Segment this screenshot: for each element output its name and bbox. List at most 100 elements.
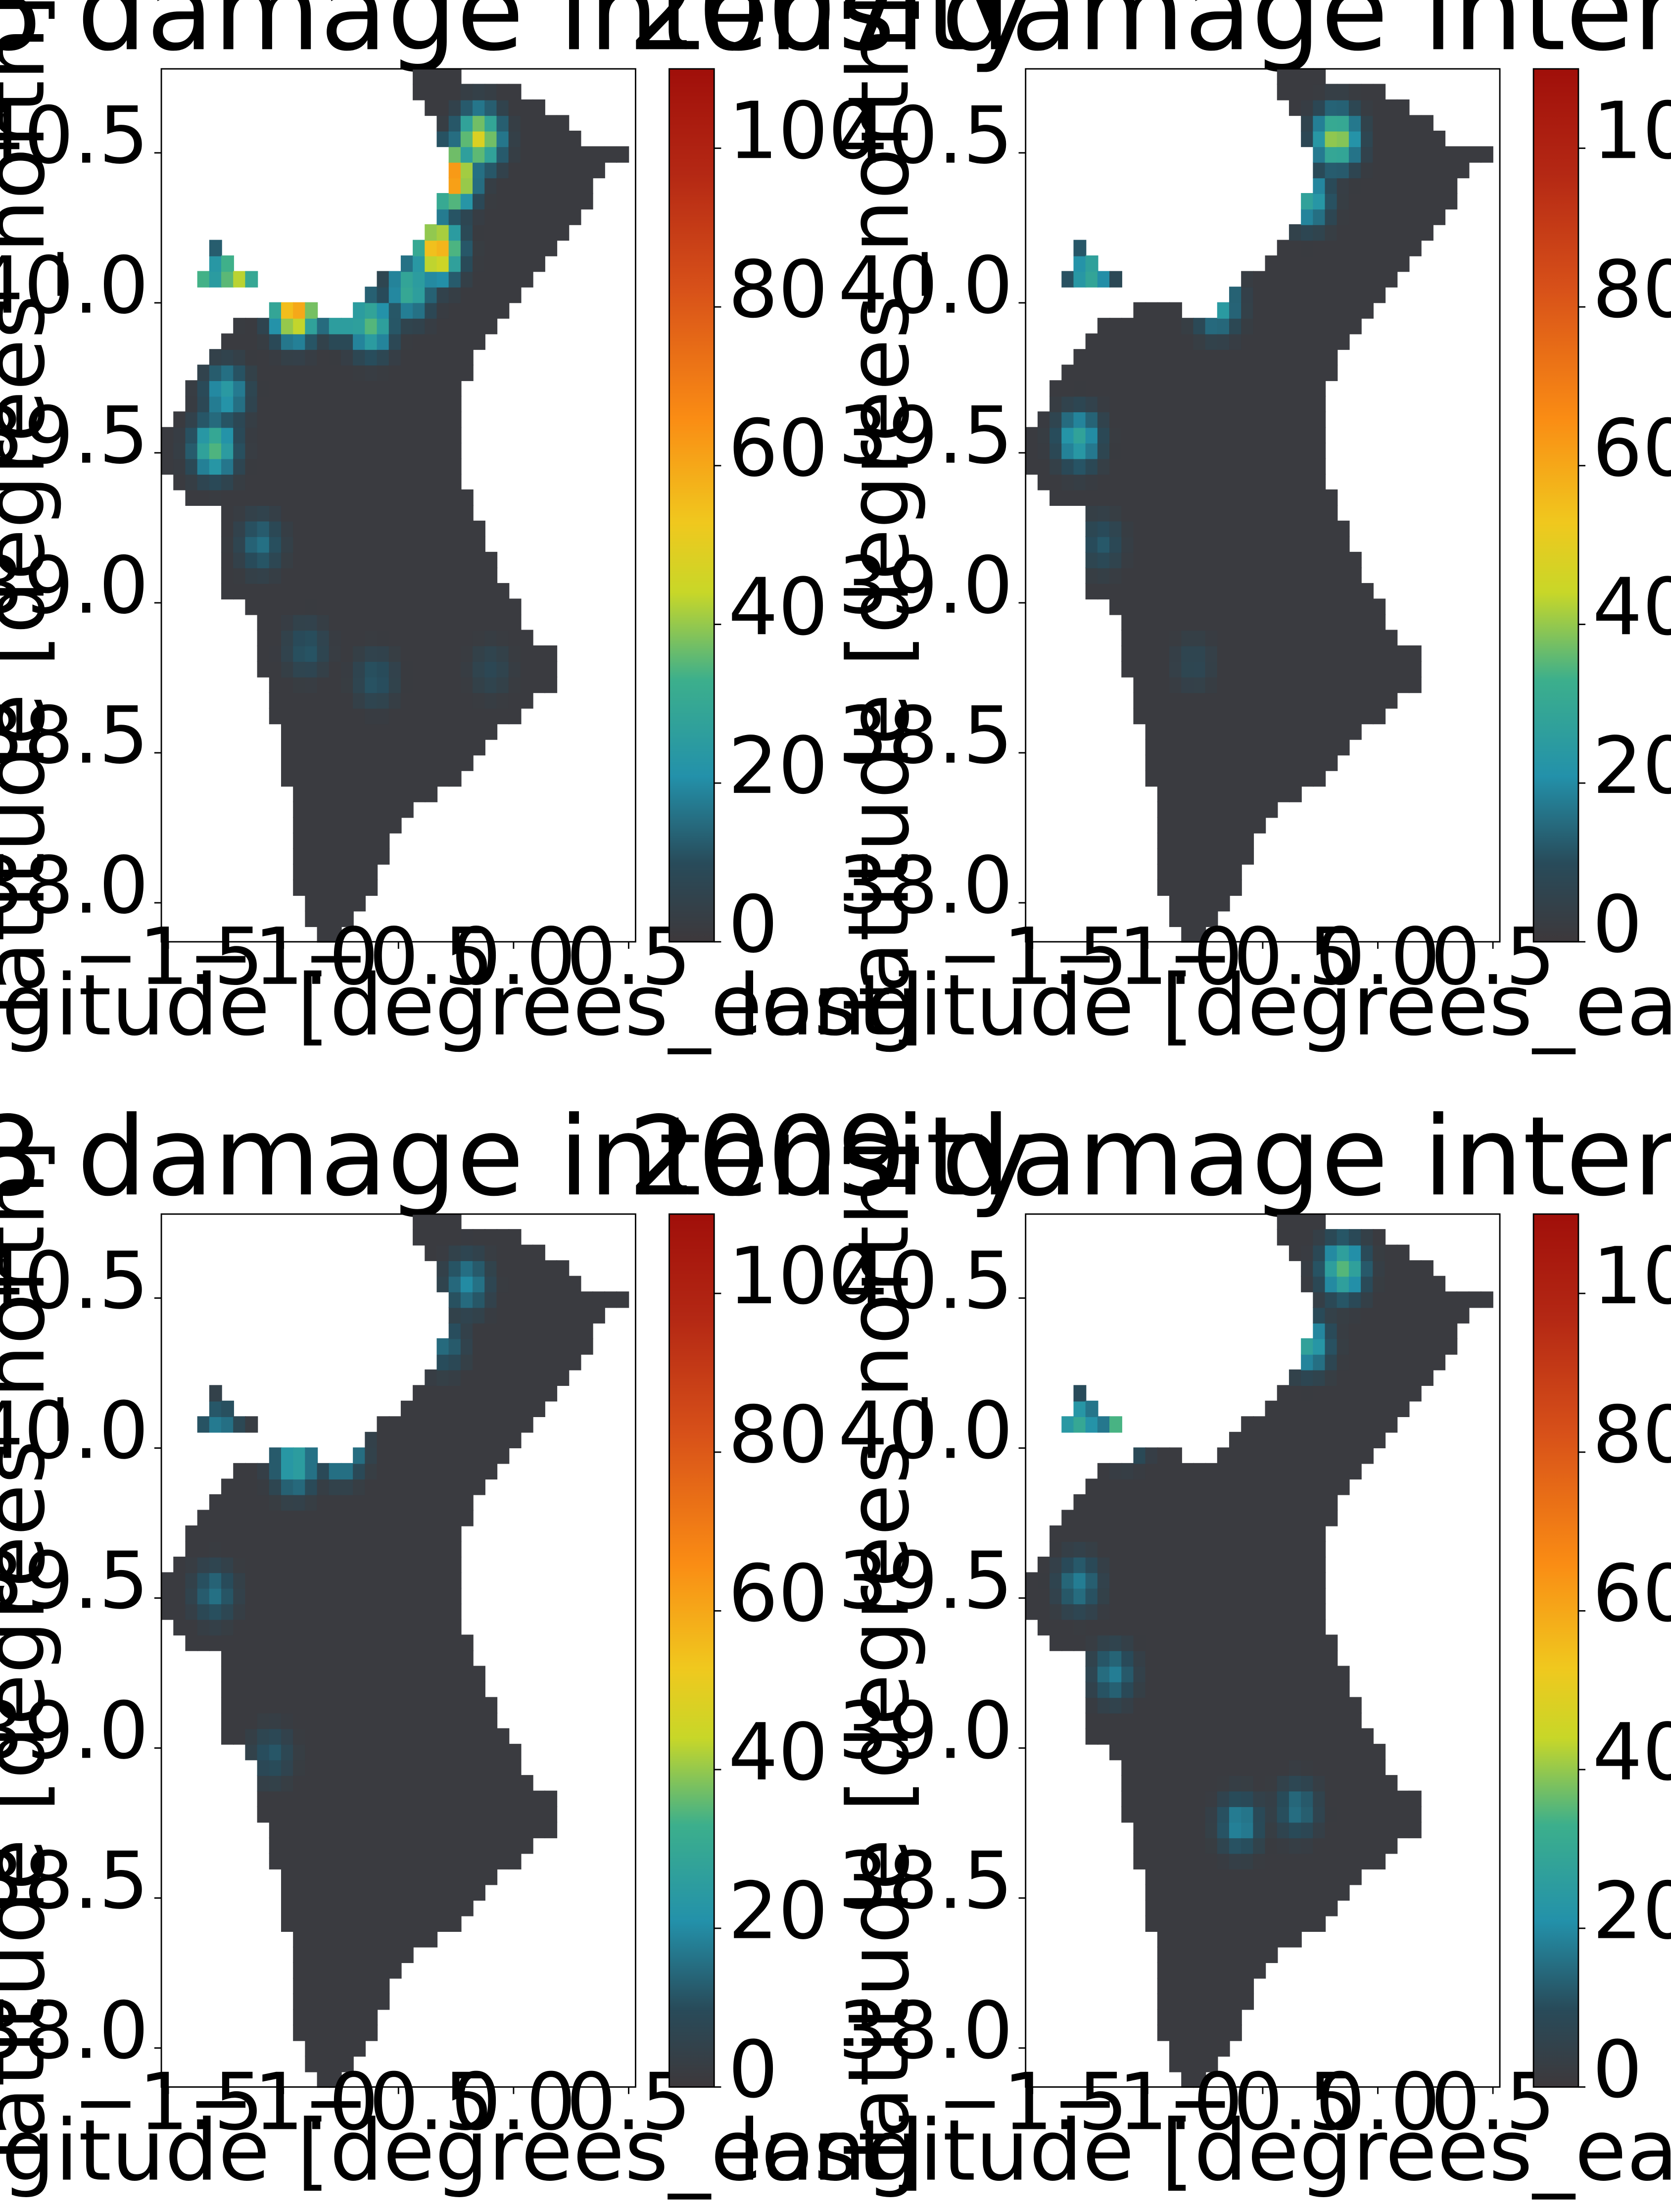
heatmap-cell — [1277, 1713, 1290, 1729]
heatmap-cell — [388, 661, 402, 678]
heatmap-cell — [413, 505, 426, 522]
heatmap-cell — [400, 1853, 414, 1869]
heatmap-cell — [1277, 1572, 1290, 1589]
heatmap-cell — [1169, 1977, 1182, 1995]
heatmap-cell — [1169, 676, 1182, 693]
heatmap-cell — [245, 442, 258, 459]
heatmap-cell — [1205, 708, 1218, 725]
heatmap-cell — [473, 520, 485, 538]
heatmap-cell — [281, 1478, 294, 1495]
heatmap-cell — [388, 505, 402, 522]
heatmap-cell — [1265, 333, 1278, 350]
heatmap-cell — [425, 1681, 438, 1698]
heatmap-cell — [496, 1385, 510, 1402]
heatmap-cell — [317, 505, 330, 522]
heatmap-cell — [1337, 1244, 1350, 1261]
heatmap-cell — [413, 1541, 426, 1558]
heatmap-cell — [425, 318, 438, 335]
heatmap-cell — [1348, 1868, 1362, 1885]
heatmap-cell — [1325, 505, 1338, 522]
heatmap-cell — [1337, 177, 1350, 194]
heatmap-cell — [413, 1431, 426, 1449]
heatmap-cell — [1373, 1338, 1386, 1355]
heatmap-cell — [496, 1369, 510, 1386]
heatmap-cell — [532, 130, 545, 147]
heatmap-cell — [1301, 723, 1314, 740]
heatmap-cell — [413, 84, 426, 100]
heatmap-cell — [1325, 287, 1338, 303]
heatmap-cell — [1325, 318, 1338, 335]
heatmap-cell — [436, 1790, 450, 1807]
heatmap-cell — [1253, 770, 1266, 787]
heatmap-cell — [448, 692, 462, 709]
heatmap-cell — [1157, 1993, 1170, 2010]
heatmap-cell — [1421, 1260, 1433, 1277]
heatmap-cell — [1301, 130, 1314, 147]
heatmap-cell — [1157, 754, 1170, 771]
heatmap-cell — [520, 1244, 533, 1261]
heatmap-cell — [221, 1416, 234, 1433]
heatmap-cell — [556, 224, 570, 241]
heatmap-cell — [508, 271, 522, 288]
heatmap-cell — [460, 1821, 474, 1838]
heatmap-cell — [1241, 1650, 1254, 1667]
heatmap-cell — [388, 1556, 402, 1573]
heatmap-cell — [1181, 318, 1194, 335]
heatmap-cell — [425, 754, 438, 771]
heatmap-cell — [1421, 130, 1433, 147]
heatmap-cell — [305, 1962, 318, 1979]
heatmap-cell — [1193, 864, 1206, 881]
heatmap-cell — [1373, 1385, 1386, 1402]
heatmap-cell — [1145, 1666, 1158, 1682]
heatmap-cell — [293, 833, 306, 849]
heatmap-cell — [340, 505, 354, 522]
heatmap-cell — [1205, 2056, 1218, 2072]
heatmap-cell — [353, 1634, 366, 1651]
heatmap-cell — [1277, 1478, 1290, 1495]
heatmap-cell — [460, 208, 474, 225]
heatmap-cell — [269, 380, 282, 397]
heatmap-cell — [1385, 177, 1398, 194]
heatmap-cell — [329, 411, 342, 428]
heatmap-cell — [425, 287, 438, 303]
heatmap-cell — [532, 161, 545, 179]
heatmap-cell — [388, 474, 402, 491]
heatmap-cell — [1241, 1634, 1254, 1651]
y-tick-label: 39.5 — [0, 391, 149, 482]
heatmap-cell — [269, 302, 282, 319]
heatmap-cell — [257, 442, 270, 459]
heatmap-cell — [281, 1681, 294, 1698]
heatmap-cell — [1193, 801, 1206, 818]
heatmap-cell — [508, 240, 522, 256]
heatmap-cell — [1169, 770, 1182, 787]
heatmap-cell — [1241, 1478, 1254, 1495]
heatmap-cell — [388, 1603, 402, 1620]
heatmap-cell — [1085, 1525, 1098, 1542]
heatmap-cell — [317, 1977, 330, 1995]
heatmap-cell — [1289, 255, 1302, 272]
heatmap-cell — [1205, 1619, 1218, 1636]
heatmap-cell — [365, 1587, 378, 1605]
heatmap-cell — [484, 302, 498, 319]
heatmap-cell — [1157, 536, 1170, 553]
heatmap-cell — [365, 474, 378, 491]
heatmap-cell — [293, 1884, 306, 1901]
heatmap-cell — [1205, 1868, 1218, 1885]
heatmap-cell — [1253, 1603, 1266, 1620]
heatmap-cell — [305, 614, 318, 631]
heatmap-cell — [340, 692, 354, 709]
heatmap-cell — [1313, 1478, 1326, 1495]
heatmap-cell — [1301, 1416, 1314, 1433]
heatmap-cell — [388, 1463, 402, 1480]
heatmap-cell — [1265, 1837, 1278, 1854]
heatmap-cell — [353, 1915, 366, 1932]
heatmap-cell — [340, 1541, 354, 1558]
heatmap-cell — [1193, 1931, 1206, 1948]
heatmap-cell — [365, 1681, 378, 1698]
heatmap-cell — [448, 380, 462, 397]
heatmap-cell — [388, 364, 402, 381]
heatmap-cell — [365, 817, 378, 834]
colorbar-tick-label: 100 — [1592, 1231, 1671, 1322]
heatmap-cell — [1385, 630, 1398, 646]
heatmap-cell — [197, 489, 210, 506]
